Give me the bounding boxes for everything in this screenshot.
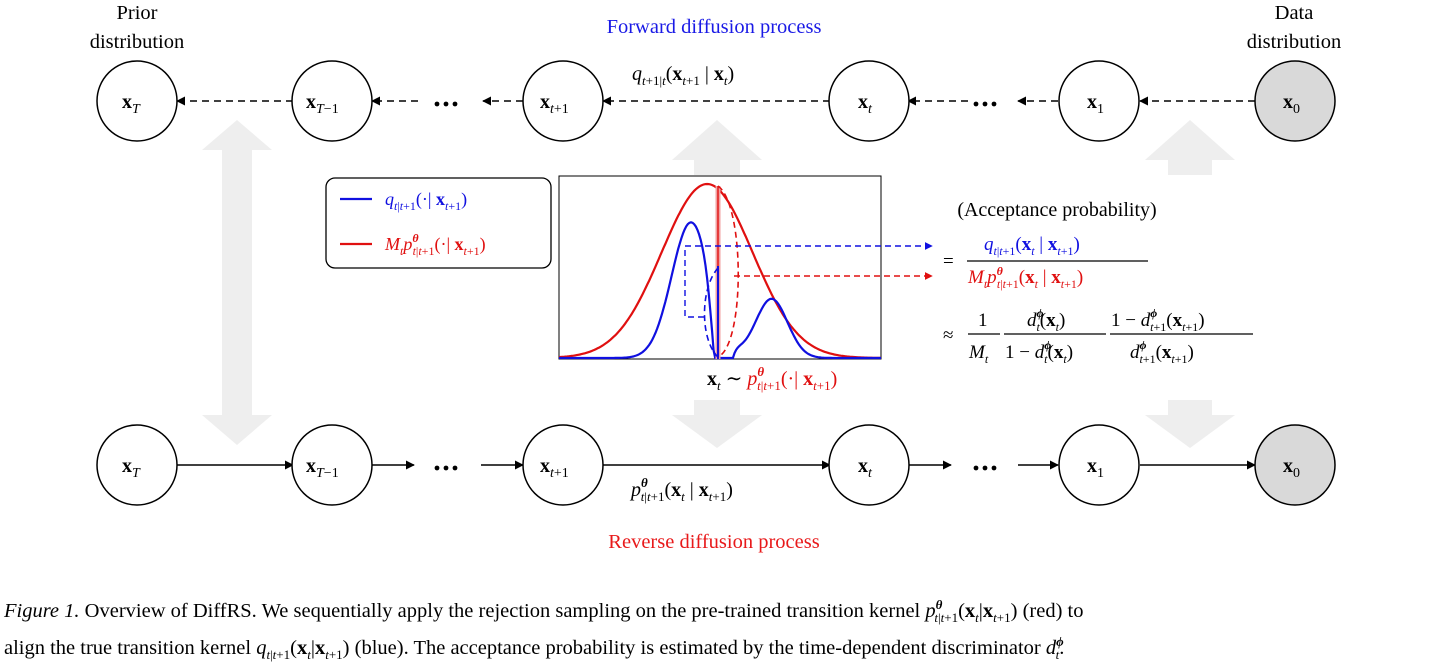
acceptance-label: (Acceptance probability) xyxy=(957,199,1156,221)
node-labels: xT xT−1 xt+1 xt x1 x0 xT xT−1 xt+1 xt x1… xyxy=(122,91,1300,481)
legend: qt|t+1(·| xt+1) Mtpθ t|t+1(·| xt+1) xyxy=(325,177,552,269)
data-label-line1: Data xyxy=(1275,2,1314,24)
caption-math-d: dϕt. xyxy=(1045,634,1065,662)
gray-down-arrow-reverse-1 xyxy=(672,400,762,448)
node-xt+1-top xyxy=(522,60,604,142)
caption-text-1b: (red) to xyxy=(1022,599,1084,622)
label-xt+1-top: xt+1 xyxy=(540,91,569,117)
caption-line-2: align the true transition kernel qt|t+1(… xyxy=(4,634,1064,663)
legend-red-label: Mtpθ t|t+1(·| xt+1) xyxy=(384,231,486,258)
label-xt-top: xt xyxy=(858,91,873,117)
gray-down-arrow-reverse-2 xyxy=(1145,400,1235,448)
node-x1-bottom xyxy=(1058,424,1140,506)
node-xt-top xyxy=(828,60,910,142)
acceptance-fraction-2: ≈ 1 Mt dϕ t(xt) 1 − dϕ t(xt) 1 − dϕ t+1(xt+… xyxy=(943,306,1253,366)
forward-nodes xyxy=(96,60,1336,142)
label-xt+1-bottom: xt+1 xyxy=(540,455,569,481)
reverse-kernel-label: pθ t|t+1(xt | xt+1) xyxy=(629,475,733,504)
node-x0-bottom xyxy=(1254,424,1336,506)
node-xT-1-top xyxy=(291,60,373,142)
caption-line-1: Figure 1. Overview of DiffRS. We sequent… xyxy=(4,597,1083,626)
node-xT-bottom xyxy=(96,424,178,506)
legend-blue-label: qt|t+1(·| xt+1) xyxy=(385,189,467,213)
forward-kernel-label: qt+1|t(xt+1 | xt) xyxy=(632,63,734,88)
node-xT-1-bottom xyxy=(291,424,373,506)
node-xt+1-bottom xyxy=(522,424,604,506)
gray-up-arrow-forward-1 xyxy=(672,120,762,175)
acceptance-fraction-1: = qt|t+1(xt | xt+1) Mtpθ t|t+1(xt | xt+1) xyxy=(943,234,1148,291)
reverse-process-title: Reverse diffusion process xyxy=(608,531,819,553)
label-x0-bottom: x0 xyxy=(1283,455,1300,481)
reverse-ellipsis xyxy=(434,465,997,471)
data-label-line2: distribution xyxy=(1247,31,1342,53)
label-xT-bottom: xT xyxy=(122,455,141,481)
label-xt-bottom: xt xyxy=(858,455,873,481)
red-dashed-brace xyxy=(717,185,739,358)
caption-math-p: pθt|t+1(xt|xt+1) xyxy=(925,597,1018,625)
label-xT-1-top: xT−1 xyxy=(306,91,339,117)
svg-text:=: = xyxy=(943,251,954,272)
sampling-label: xt ∼ pθ t|t+1(·| xt+1) xyxy=(707,364,837,393)
gray-arrows xyxy=(202,120,1235,448)
legend-box xyxy=(325,177,552,269)
svg-text:1 − dϕt(xt): 1 − dϕ t(xt) xyxy=(1005,338,1073,366)
caption-text-2a: align the true transition kernel xyxy=(4,636,252,659)
label-x1-bottom: x1 xyxy=(1087,455,1104,481)
diagram-canvas: Prior distribution Data distribution For… xyxy=(90,2,1342,553)
svg-text:qt|t+1(xt | xt+1): qt|t+1(xt | xt+1) xyxy=(984,234,1080,258)
forward-ellipsis xyxy=(434,101,997,107)
prior-label-line1: Prior xyxy=(117,2,158,24)
reverse-nodes xyxy=(96,424,1336,506)
label-x1-top: x1 xyxy=(1087,91,1104,117)
blue-pointer xyxy=(684,242,933,318)
svg-text:1 − dϕt+1(xt+1): 1 − dϕ t+1(xt+1) xyxy=(1111,306,1205,334)
svg-text:dϕt+1(xt+1): dϕ t+1(xt+1) xyxy=(1130,338,1194,366)
forward-process-title: Forward diffusion process xyxy=(607,16,822,38)
svg-text:≈: ≈ xyxy=(943,325,953,346)
prior-label-line2: distribution xyxy=(90,31,185,53)
node-x1-top xyxy=(1058,60,1140,142)
gray-up-arrow-forward-2 xyxy=(1145,120,1235,175)
caption-label: Figure 1. xyxy=(4,599,80,622)
caption-text-2b: (blue). The acceptance probability is es… xyxy=(354,636,1041,659)
svg-text:Mt: Mt xyxy=(968,342,989,366)
gray-double-arrow-left xyxy=(202,120,272,445)
node-xt-bottom xyxy=(828,424,910,506)
node-x0-top xyxy=(1254,60,1336,142)
caption-text-1a: Overview of DiffRS. We sequentially appl… xyxy=(84,599,921,622)
rejection-plot xyxy=(558,175,933,360)
svg-text:1: 1 xyxy=(978,310,988,331)
label-x0-top: x0 xyxy=(1283,91,1300,117)
label-xT-1-bottom: xT−1 xyxy=(306,455,339,481)
svg-text:dϕt(xt): dϕ t(xt) xyxy=(1027,306,1065,334)
node-xT-top xyxy=(96,60,178,142)
label-xT-top: xT xyxy=(122,91,141,117)
caption-math-q: qt|t+1(xt|xt+1) xyxy=(256,636,350,662)
